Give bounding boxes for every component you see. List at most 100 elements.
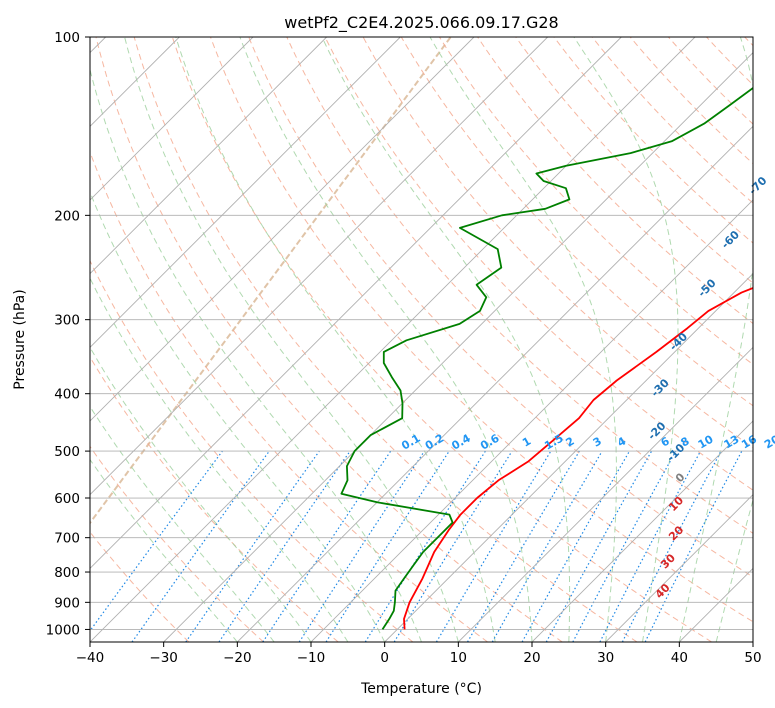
mixing-ratio-label: 10: [696, 432, 716, 451]
isotherm-line: [679, 567, 753, 642]
moist-adiabat: [90, 277, 349, 642]
mixing-ratio-line: [185, 450, 320, 642]
mixing-ratio-line: [466, 450, 580, 642]
dry-adiabat-label: -40: [667, 330, 690, 353]
mixing-ratio-label: 3: [591, 435, 604, 450]
chart-title: wetPf2_C2E4.2025.066.09.17.G28: [284, 13, 558, 33]
moist-adiabat: [90, 190, 386, 642]
dry-adiabat: [629, 37, 753, 165]
x-tick-label: 40: [671, 650, 688, 666]
dry-adiabat: [90, 356, 339, 642]
y-tick-label: 200: [54, 208, 80, 224]
dry-adiabat: [90, 531, 190, 642]
isotherm-line: [90, 37, 254, 201]
moist-adiabat: [715, 498, 753, 642]
moist-adiabat-label: 20: [666, 523, 686, 543]
moist-adiabat: [678, 37, 753, 642]
x-tick-label: −10: [297, 650, 326, 666]
x-axis-label: Temperature (°C): [360, 681, 482, 697]
isotherm-line: [163, 52, 753, 642]
mixing-ratio-label: 2: [564, 435, 577, 450]
mixing-ratio-line: [364, 450, 486, 642]
mixing-ratio-label: 4: [615, 434, 628, 449]
mixing-ratio-label: 0.1: [399, 432, 422, 453]
mixing-ratio-label: 6: [659, 434, 672, 449]
dry-adiabat: [400, 37, 753, 407]
plot-frame: [89, 36, 754, 643]
mixing-ratio-line: [435, 450, 552, 642]
dry-adiabat: [90, 259, 414, 642]
mixing-ratio-line: [572, 450, 677, 642]
mixing-ratio-line: [393, 450, 513, 642]
moist-adiabat: [90, 405, 275, 642]
mixing-ratio-line: [521, 450, 631, 642]
x-tick-label: 30: [597, 650, 614, 666]
mixing-ratio-line: [644, 450, 743, 642]
dry-adiabat: [515, 37, 753, 284]
adiabat-label-layer: -100-90-80-70-60-50-40-30-20-100.10.20.4…: [399, 125, 775, 601]
x-tick-label: 20: [523, 650, 540, 666]
series-layer: [340, 86, 753, 630]
isotherm-line: [90, 37, 548, 496]
moist-adiabat: [124, 37, 459, 642]
dry-adiabat: [324, 37, 753, 491]
mixing-ratio-label: 0.6: [478, 431, 502, 452]
grid-layer: [90, 37, 753, 642]
x-tick-label: 10: [450, 650, 467, 666]
dry-adiabat: [133, 37, 638, 642]
mixing-ratio-line: [545, 450, 653, 642]
mixing-ratio-line: [298, 450, 425, 642]
isotherm-line: [531, 420, 753, 642]
y-tick-label: 300: [54, 313, 80, 329]
mixing-ratio-label: 0.2: [423, 432, 446, 453]
y-tick-label: 500: [54, 444, 80, 460]
y-tick-label: 400: [54, 387, 80, 403]
x-tick-label: −40: [76, 650, 105, 666]
y-tick-label: 800: [54, 565, 80, 581]
isotherm-line: [90, 37, 327, 275]
dewpoint-profile: [340, 86, 753, 630]
dry-adiabat: [95, 37, 563, 642]
isotherm-line: [90, 37, 401, 348]
moist-adiabat: [90, 67, 422, 642]
moist-adiabat: [321, 37, 571, 642]
mixing-ratio-label: 1.5: [542, 432, 565, 453]
mixing-ratio-line: [325, 450, 450, 642]
moist-adiabat: [573, 37, 679, 642]
temperature-profile: [403, 287, 753, 630]
mixing-ratio-line: [262, 450, 392, 642]
y-tick-label: 900: [54, 595, 80, 611]
moist-adiabat: [175, 37, 496, 642]
moist-adiabat-label: 30: [658, 551, 678, 571]
mixing-ratio-label: 1: [520, 435, 533, 450]
isotherm-line: [90, 37, 696, 642]
y-tick-label: 100: [54, 30, 80, 46]
moist-adiabat-label: 10: [666, 494, 686, 514]
dry-adiabat: [706, 37, 753, 86]
moist-adiabat: [90, 346, 312, 642]
dry-adiabat: [553, 37, 753, 244]
mixing-ratio-line: [218, 450, 351, 642]
moist-adiabat-label: 40: [653, 581, 673, 601]
mixing-ratio-label: 0.4: [449, 431, 473, 452]
isotherm-line: [458, 346, 753, 642]
x-tick-label: −20: [223, 650, 252, 666]
y-tick-label: 700: [54, 531, 80, 547]
isotherm-line: [237, 125, 753, 642]
isotherm-line: [90, 37, 475, 422]
moist-adiabat: [239, 37, 533, 642]
isotherm-line: [310, 199, 753, 642]
y-axis-label: Pressure (hPa): [12, 289, 28, 389]
isotherm-line: [752, 641, 753, 642]
dry-adiabat: [248, 37, 753, 578]
x-tick-label: −30: [149, 650, 178, 666]
dry-adiabat-label: -30: [649, 376, 672, 399]
dry-adiabat-label: -70: [746, 174, 769, 197]
dry-adiabat: [591, 37, 753, 204]
y-tick-label: 600: [54, 491, 80, 507]
mixing-ratio-label: 16: [739, 432, 759, 451]
x-tick-label: 50: [744, 650, 761, 666]
dry-adiabat: [744, 37, 753, 47]
x-tick-label: 0: [380, 650, 389, 666]
dry-adiabat: [477, 37, 753, 325]
